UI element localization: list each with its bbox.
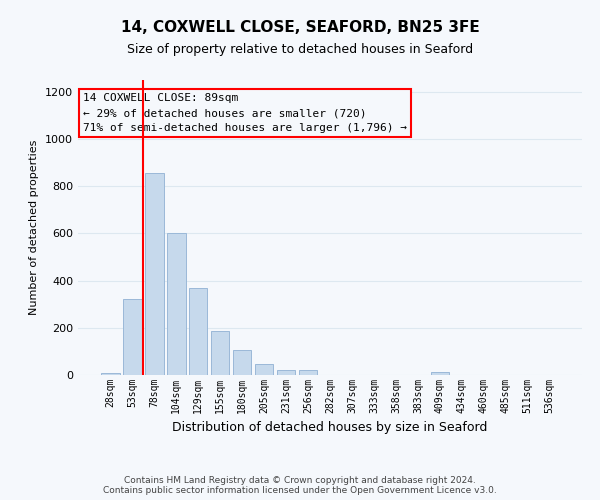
Bar [145, 173, 164, 375]
Text: 14 COXWELL CLOSE: 89sqm
← 29% of detached houses are smaller (720)
71% of semi-d: 14 COXWELL CLOSE: 89sqm ← 29% of detache… [83, 94, 407, 133]
Y-axis label: Number of detached properties: Number of detached properties [29, 140, 40, 315]
Text: Contains HM Land Registry data © Crown copyright and database right 2024.
Contai: Contains HM Land Registry data © Crown c… [103, 476, 497, 495]
Bar [211, 332, 229, 375]
Bar [101, 372, 119, 375]
Text: Size of property relative to detached houses in Seaford: Size of property relative to detached ho… [127, 42, 473, 56]
Bar [123, 300, 142, 375]
Bar [431, 372, 449, 375]
Bar [299, 370, 317, 375]
Text: 14, COXWELL CLOSE, SEAFORD, BN25 3FE: 14, COXWELL CLOSE, SEAFORD, BN25 3FE [121, 20, 479, 35]
Bar [189, 288, 208, 375]
X-axis label: Distribution of detached houses by size in Seaford: Distribution of detached houses by size … [172, 422, 488, 434]
Bar [277, 370, 295, 375]
Bar [255, 364, 274, 375]
Bar [233, 350, 251, 375]
Bar [167, 234, 185, 375]
